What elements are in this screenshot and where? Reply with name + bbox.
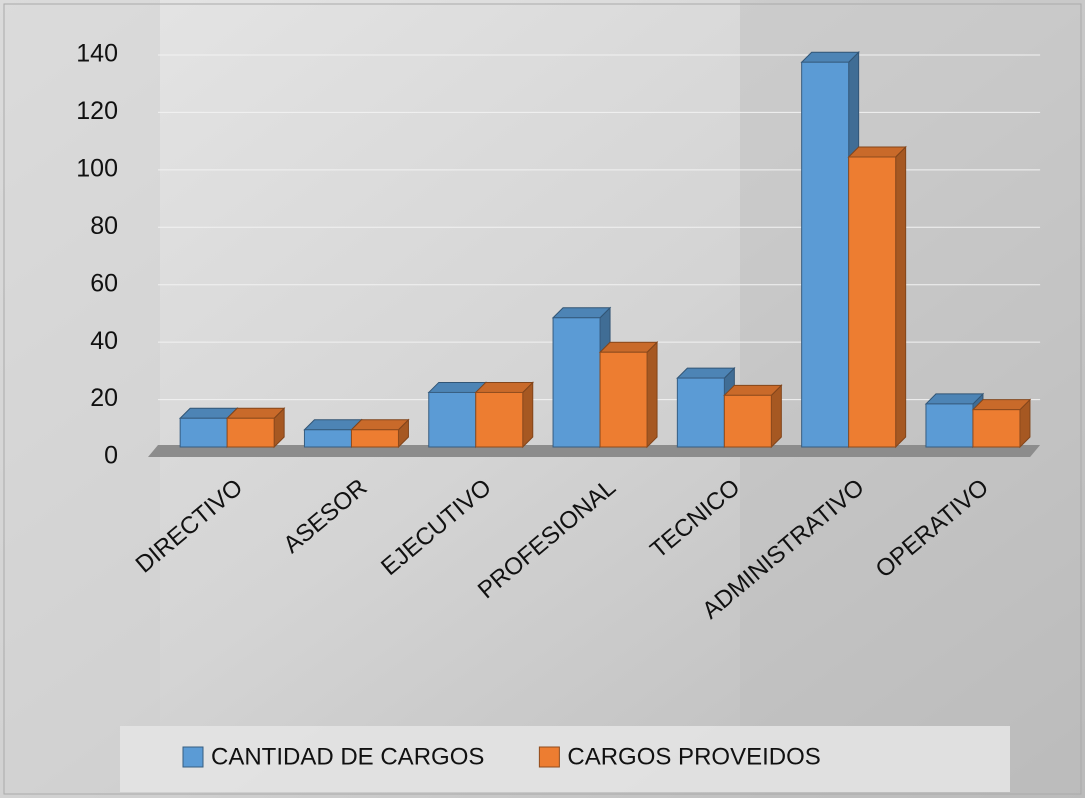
bar-top [723,384,783,396]
bar [428,391,477,448]
bar-side [646,341,658,449]
bar [475,391,524,448]
bar-top [847,146,907,158]
bar [801,61,850,448]
floor [148,445,1041,457]
bar [599,351,648,448]
bar-top [551,307,612,319]
legend-label: CARGOS PROVEIDOS [567,743,820,770]
legend: CANTIDAD DE CARGOS CARGOS PROVEIDOS [182,743,821,770]
bar [676,377,725,448]
legend-box [120,726,1010,792]
bar [848,156,897,448]
y-tick-label: 20 [90,384,118,412]
bar [350,429,399,448]
y-tick-label: 80 [90,212,118,240]
y-tick-label: 100 [76,154,118,182]
legend-label: CANTIDAD DE CARGOS [211,743,484,770]
bar-top [225,407,286,419]
chart-border [3,3,1082,795]
bar [552,317,601,448]
bar-side [770,384,782,449]
bar-top [474,381,534,393]
bar-side [522,381,534,449]
bar-top [350,419,410,431]
legend-swatch [538,746,560,768]
bar-side [895,145,907,449]
y-tick-label: 140 [76,40,118,68]
bar-top [924,393,985,405]
building-shade [740,0,1085,798]
bar [226,417,275,448]
y-tick-label: 0 [104,442,118,470]
y-tick-label: 40 [90,327,118,355]
bar [179,417,228,448]
y-tick-label: 120 [76,97,118,125]
bar [925,403,974,448]
bar [972,409,1021,448]
y-tick-label: 60 [90,269,118,297]
legend-swatch [182,746,204,768]
bar-top [598,341,659,353]
building-shade [0,0,160,798]
bar-top [800,51,860,63]
bar [723,394,772,448]
bar-top [971,399,1032,411]
bar [303,429,352,448]
bar-top [676,367,736,379]
